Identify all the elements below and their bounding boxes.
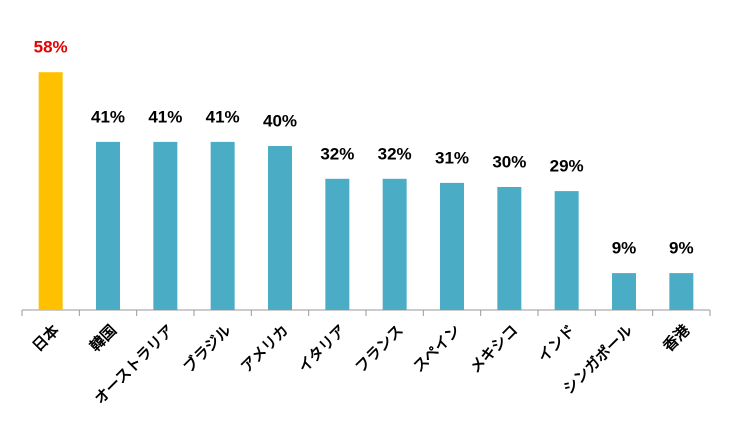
x-tick-label: スペイン — [410, 321, 464, 375]
bar — [382, 178, 407, 310]
value-label: 30% — [492, 152, 526, 171]
value-label: 32% — [378, 144, 412, 163]
bar — [497, 187, 522, 310]
x-tick-label: 日本 — [29, 321, 63, 355]
value-label: 40% — [263, 111, 297, 130]
value-label: 29% — [550, 157, 584, 176]
x-tick-label: ブラジル — [180, 321, 235, 376]
x-tick-label: 韓国 — [86, 321, 120, 355]
bar — [96, 141, 120, 310]
bar — [440, 182, 464, 310]
value-label: 9% — [612, 239, 637, 258]
x-tick-label: フランス — [352, 321, 407, 376]
bar — [210, 141, 235, 310]
value-label: 41% — [206, 107, 240, 126]
x-tick-label: メキシコ — [466, 321, 521, 376]
value-label: 58% — [34, 38, 68, 57]
bar — [153, 141, 178, 310]
x-tick-label: インド — [534, 321, 579, 366]
bar — [268, 146, 292, 310]
bar — [612, 273, 636, 310]
bar — [554, 191, 579, 310]
bar — [325, 178, 350, 310]
bar — [669, 273, 694, 310]
x-tick-label: イタリア — [295, 321, 350, 376]
value-label: 41% — [91, 107, 125, 126]
value-label: 32% — [320, 144, 354, 163]
bar — [38, 72, 63, 310]
value-label: 9% — [669, 239, 694, 258]
x-tick-label: 香港 — [659, 321, 694, 356]
value-label: 41% — [148, 107, 182, 126]
value-label: 31% — [435, 148, 469, 167]
x-tick-label: アメリカ — [237, 321, 292, 376]
